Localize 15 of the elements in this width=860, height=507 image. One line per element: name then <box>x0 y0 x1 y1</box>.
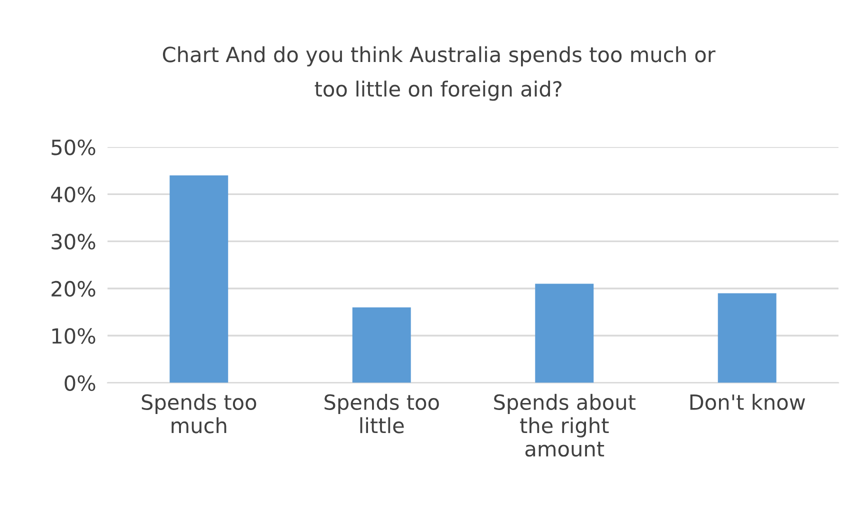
bar <box>718 293 776 383</box>
bar <box>352 307 411 383</box>
bar <box>170 175 228 383</box>
bar <box>535 284 594 383</box>
x-tick-label: Spends too much <box>142 394 256 434</box>
y-tick-label: 50% <box>52 139 96 156</box>
x-tick-label: Spends too little <box>324 394 439 434</box>
chart-title: Chart And do you think Australia spends too much or too little on foreign aid? <box>162 46 716 101</box>
y-tick-label: 0% <box>64 375 96 391</box>
x-tick-label: Spends about the right amount <box>494 394 636 457</box>
y-tick-label: 10% <box>52 328 96 344</box>
x-tick-label: Don't know <box>690 394 806 410</box>
y-tick-label: 40% <box>51 186 96 202</box>
y-tick-label: 20% <box>52 280 96 297</box>
y-tick-label: 30% <box>52 234 96 250</box>
